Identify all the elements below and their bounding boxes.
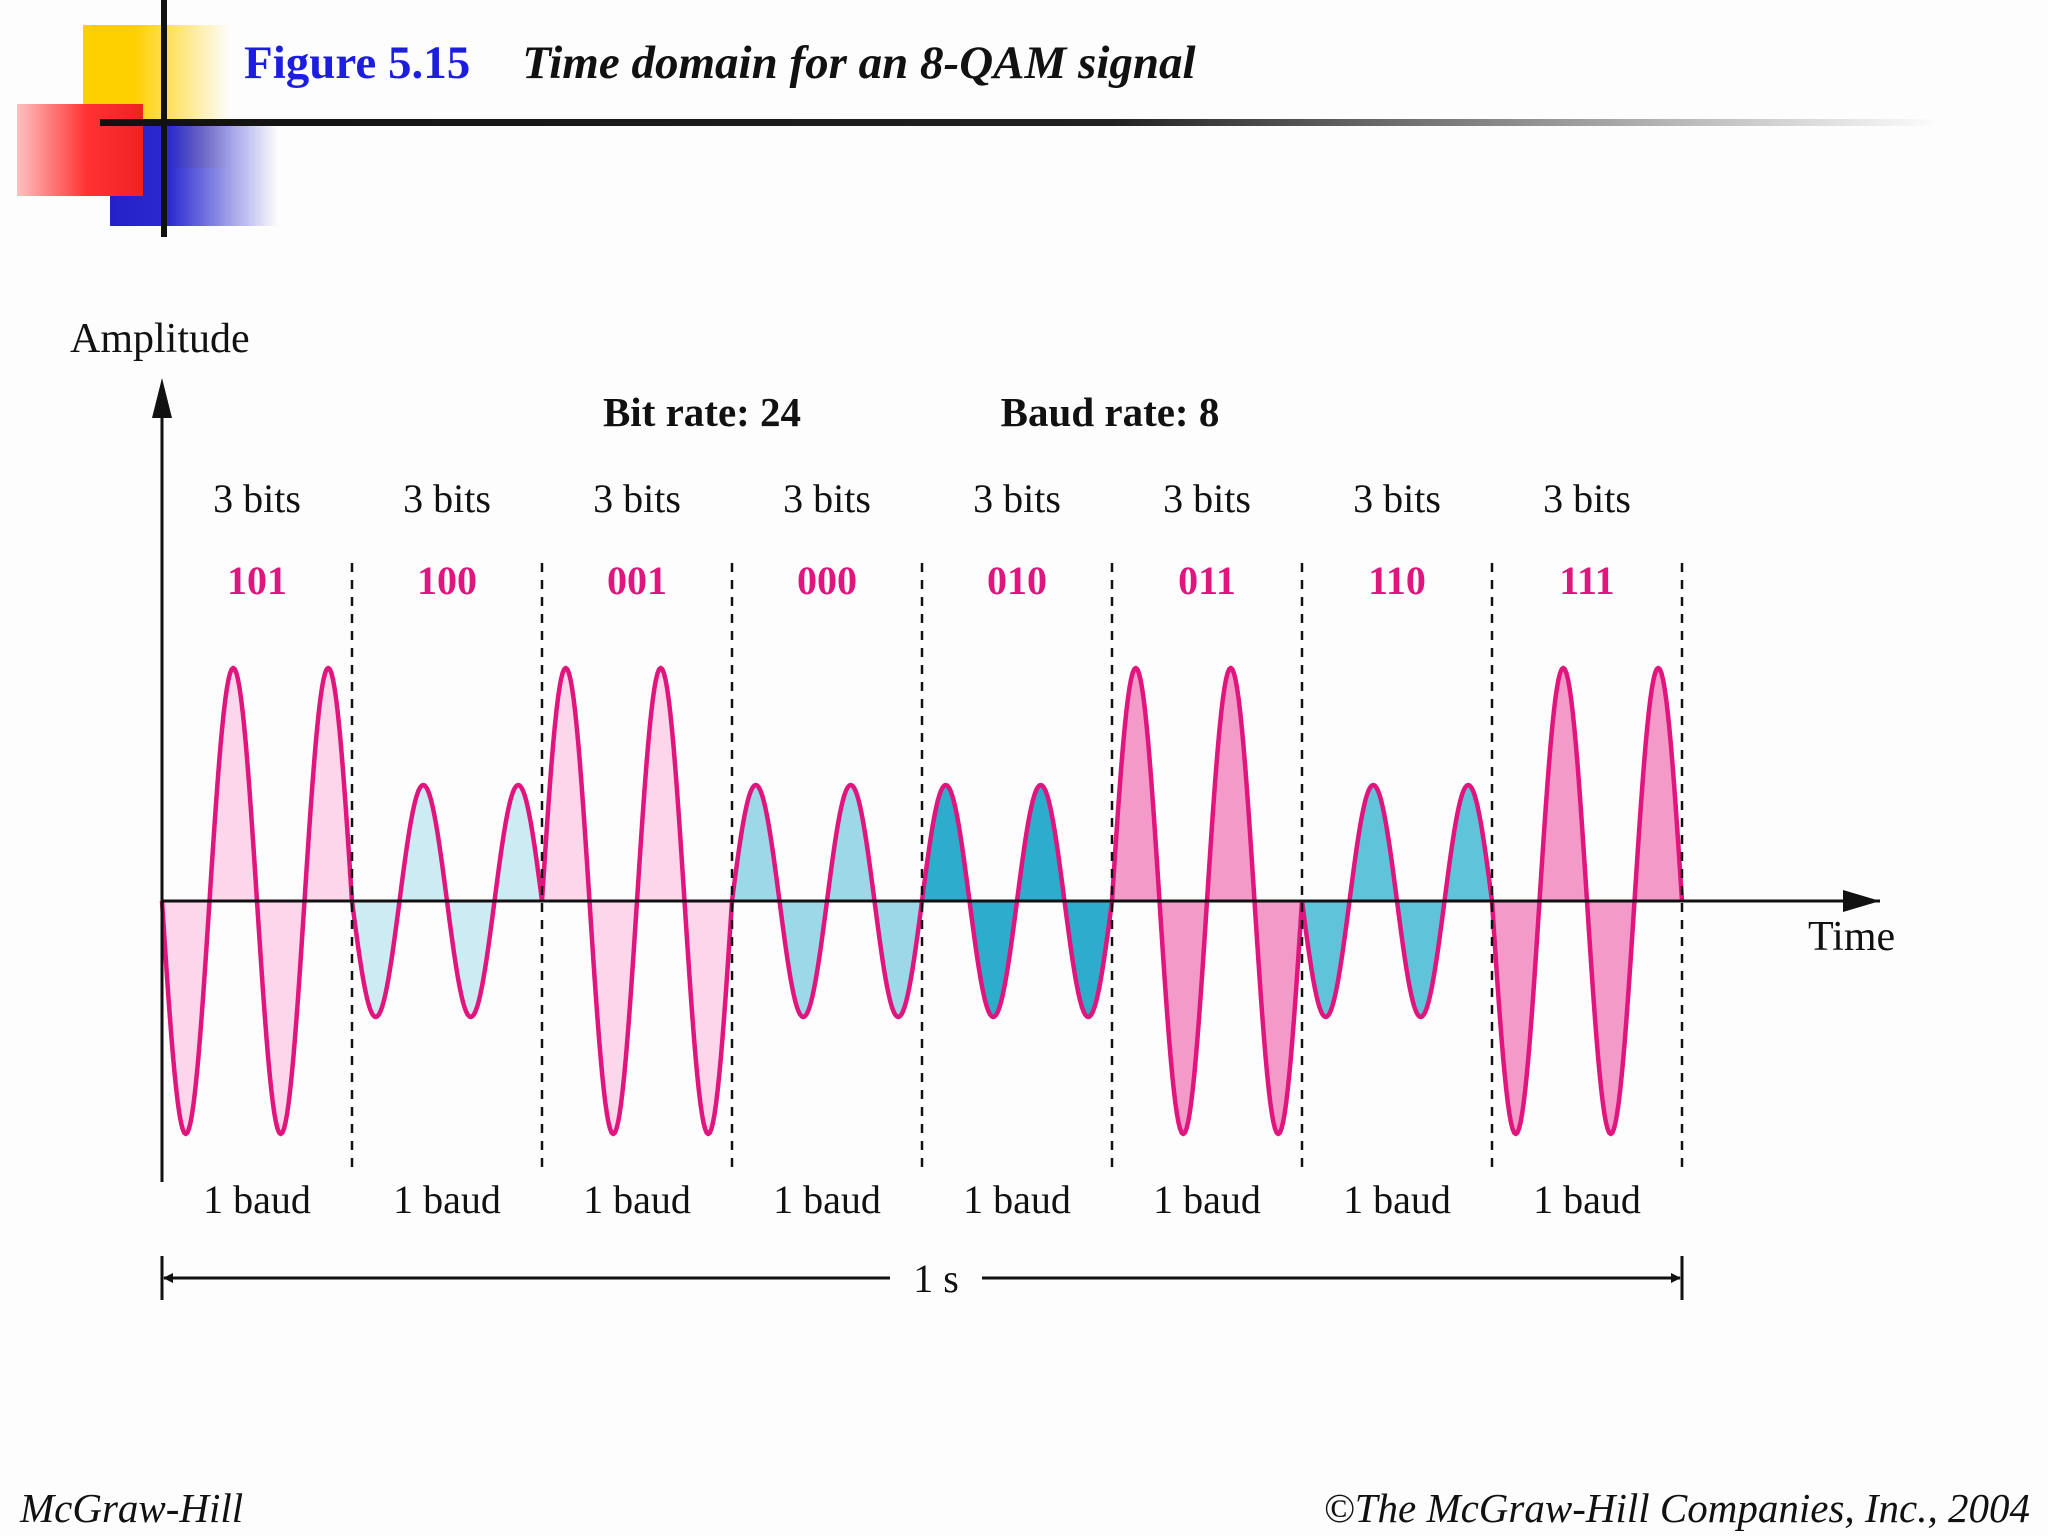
baud-label: 1 baud (203, 1177, 311, 1222)
bit-code-001: 001 (607, 558, 667, 603)
bit-code-010: 010 (987, 558, 1047, 603)
figure-caption: Time domain for an 8-QAM signal (522, 37, 1196, 89)
baud-label: 1 baud (1343, 1177, 1451, 1222)
bits-label: 3 bits (783, 476, 871, 521)
segment-labels: 3 bits 101 1 baud 3 bits 100 1 baud 3 bits 001 1… (203, 476, 1641, 1222)
bits-label: 3 bits (213, 476, 301, 521)
bits-label: 3 bits (1163, 476, 1251, 521)
bits-label: 3 bits (1353, 476, 1441, 521)
baud-label: 1 baud (583, 1177, 691, 1222)
decorative-vertical-rule (161, 0, 167, 237)
title-underline-rule (100, 119, 1940, 126)
bits-label: 3 bits (593, 476, 681, 521)
time-axis-arrow-icon (1843, 890, 1880, 912)
baud-label: 1 baud (1153, 1177, 1261, 1222)
x-axis-label: Time (1808, 914, 1895, 960)
y-axis-label: Amplitude (70, 316, 250, 362)
baud-label: 1 baud (773, 1177, 881, 1222)
baud-rate-label: Baud rate: 8 (1001, 389, 1220, 435)
baud-label: 1 baud (963, 1177, 1071, 1222)
bit-code-011: 011 (1178, 558, 1236, 603)
bits-label: 3 bits (973, 476, 1061, 521)
duration-label: 1 s (913, 1256, 959, 1301)
baud-label: 1 baud (393, 1177, 501, 1222)
slide-title: Figure 5.15 Time domain for an 8-QAM sign… (244, 36, 1196, 90)
figure-number: Figure 5.15 (244, 37, 471, 89)
bit-code-110: 110 (1368, 558, 1426, 603)
bit-code-000: 000 (797, 558, 857, 603)
amplitude-axis-arrow-icon (152, 378, 172, 418)
baud-label: 1 baud (1533, 1177, 1641, 1222)
footer-publisher: McGraw-Hill (20, 1485, 244, 1531)
bit-code-111: 111 (1559, 558, 1615, 603)
footer-copyright: ©The McGraw-Hill Companies, Inc., 2004 (1323, 1485, 2030, 1531)
bit-code-101: 101 (227, 558, 287, 603)
bits-label: 3 bits (403, 476, 491, 521)
bit-rate-label: Bit rate: 24 (603, 389, 801, 435)
bit-code-100: 100 (417, 558, 477, 603)
bits-label: 3 bits (1543, 476, 1631, 521)
